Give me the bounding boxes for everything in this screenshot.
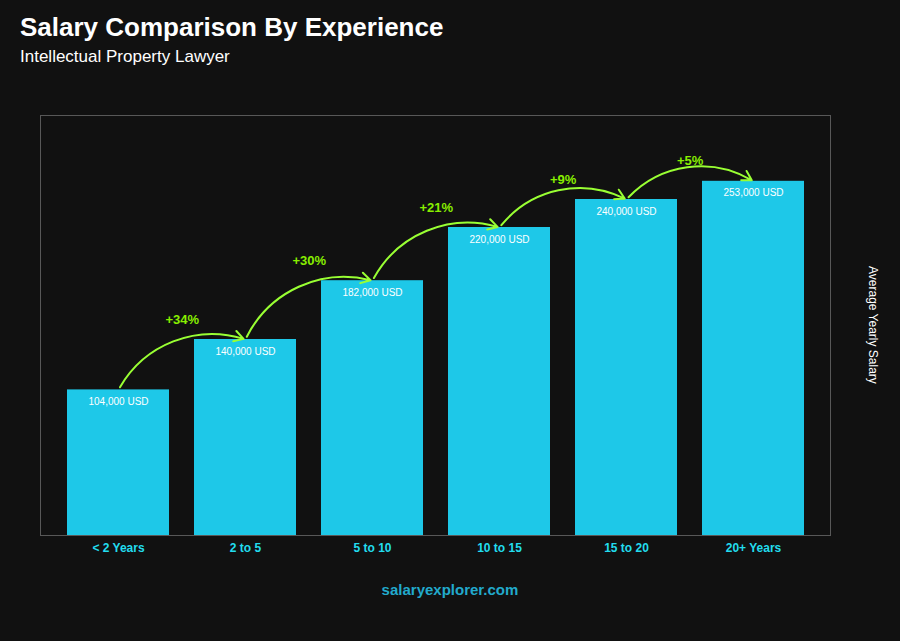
html-text:Intellectual Property Lawyer: Intellectual Property Lawyer xyxy=(20,47,230,66)
html-text:Average Yearly Salary: Average Yearly Salary xyxy=(866,266,880,384)
svg-text:240,000 USD: 240,000 USD xyxy=(596,206,656,217)
svg-text:15 to 20: 15 to 20 xyxy=(604,541,649,555)
svg-text:2 to 5: 2 to 5 xyxy=(230,541,262,555)
svg-text:+30%: +30% xyxy=(292,253,326,268)
svg-text:5 to 10: 5 to 10 xyxy=(353,541,391,555)
svg-text:20+ Years: 20+ Years xyxy=(726,541,782,555)
svg-text:< 2 Years: < 2 Years xyxy=(92,541,144,555)
svg-text:+34%: +34% xyxy=(165,312,199,327)
html-text:Salary Comparison By Experienc: Salary Comparison By Experience xyxy=(20,12,444,42)
svg-text:182,000 USD: 182,000 USD xyxy=(342,287,402,298)
svg-text:10 to 15: 10 to 15 xyxy=(477,541,522,555)
svg-text:+5%: +5% xyxy=(677,153,704,168)
svg-text:253,000 USD: 253,000 USD xyxy=(723,187,783,198)
svg-text:+21%: +21% xyxy=(419,200,453,215)
svg-text:220,000 USD: 220,000 USD xyxy=(469,234,529,245)
svg-text:+9%: +9% xyxy=(550,172,577,187)
svg-text:104,000 USD: 104,000 USD xyxy=(88,396,148,407)
html-text:salaryexplorer.com: salaryexplorer.com xyxy=(381,581,519,598)
svg-text:140,000 USD: 140,000 USD xyxy=(215,346,275,357)
